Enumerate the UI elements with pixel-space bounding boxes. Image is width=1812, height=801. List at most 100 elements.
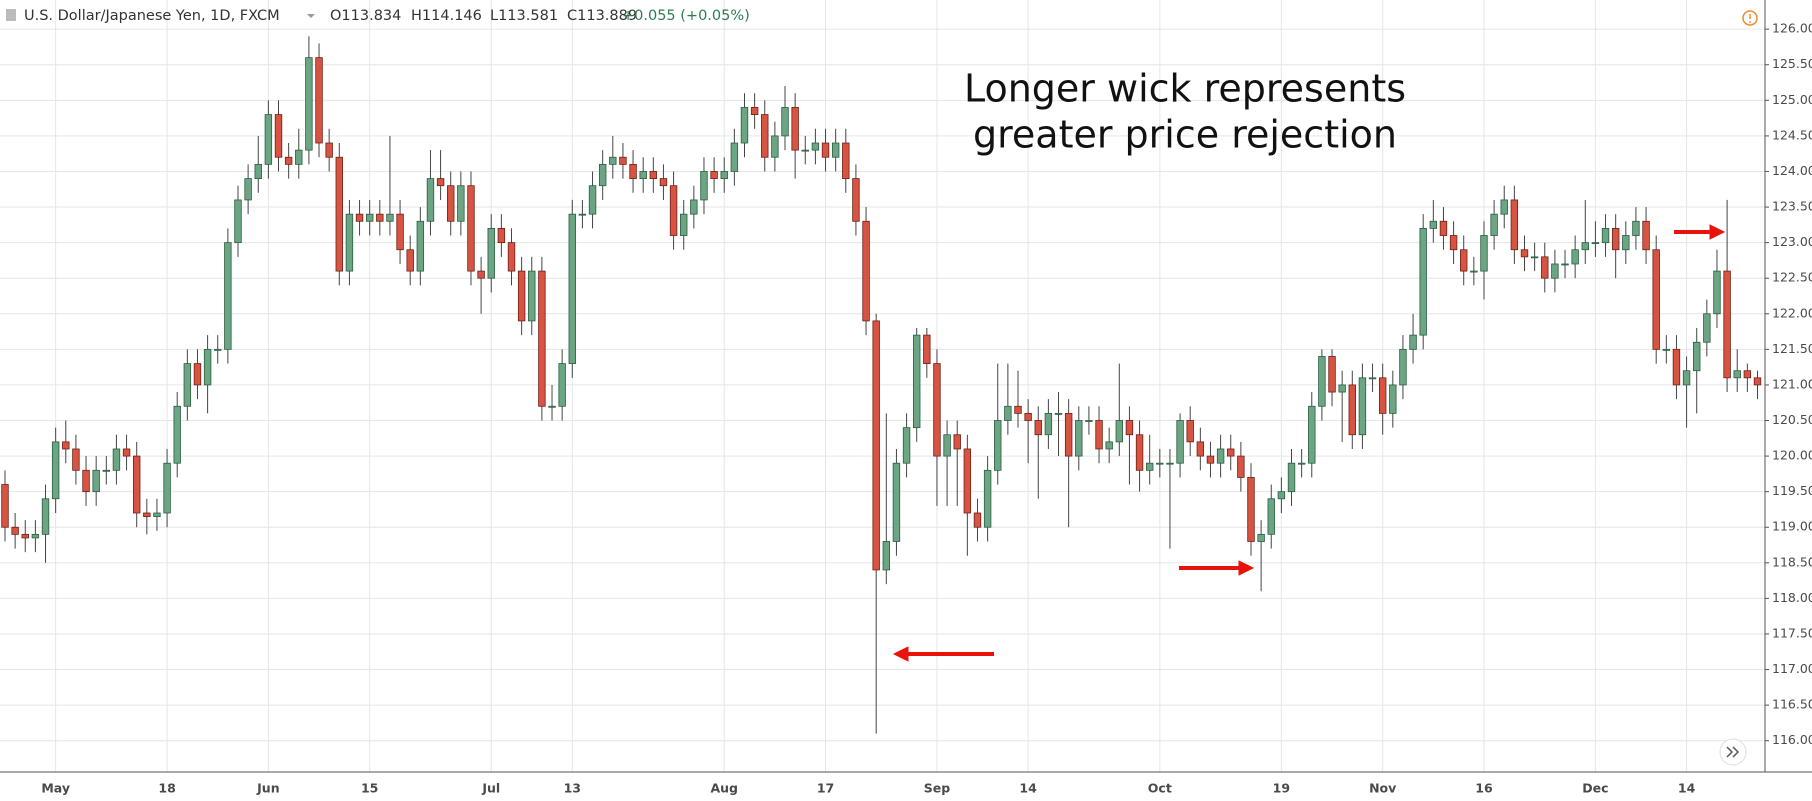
candle-body (1277, 491, 1286, 500)
x-tick-label: 15 (361, 781, 378, 796)
candle-body (1044, 412, 1053, 436)
alert-icon[interactable] (1742, 10, 1758, 26)
candle-body (913, 334, 921, 429)
candle-body (436, 178, 445, 187)
candle-body (528, 270, 536, 322)
candle-body (1328, 356, 1336, 393)
annotation: Longer wick represents (964, 67, 1406, 111)
candle-body (609, 156, 617, 165)
candle-body (963, 448, 972, 514)
candle-body (1510, 199, 1519, 251)
candle-body (214, 348, 222, 351)
candle-body (396, 213, 404, 251)
candle-body (933, 363, 941, 457)
candle-body (112, 448, 121, 471)
candle-body (457, 185, 465, 222)
candle-body (1541, 256, 1549, 279)
candle-body (295, 149, 303, 165)
candle-body (761, 114, 769, 158)
arrows (892, 224, 1726, 662)
candle-body (1551, 263, 1559, 279)
candle-body (710, 171, 718, 179)
candle-body (376, 213, 384, 222)
candle-body (1206, 455, 1215, 464)
y-tick-label: 125.500 (1772, 56, 1812, 71)
candle-body (548, 405, 556, 408)
candle-body (1632, 220, 1640, 236)
candle-body (143, 512, 151, 517)
candle-body (791, 107, 799, 151)
candle-body (892, 462, 901, 542)
candle-body (649, 171, 658, 179)
candle-body (1227, 448, 1235, 457)
candle-body (598, 163, 607, 187)
y-tick-label: 117.500 (1772, 625, 1812, 640)
candle-body (1358, 377, 1367, 436)
x-tick-label: Jun (256, 781, 279, 796)
candle-body (1, 484, 9, 528)
symbol-title: U.S. Dollar/Japanese Yen, 1D, FXCM (24, 8, 280, 24)
candle-body (1642, 220, 1650, 251)
x-tick-label: 14 (1678, 781, 1696, 796)
candle-body (325, 142, 333, 158)
close-readout: C113.889 (567, 8, 637, 24)
candle-body (1186, 420, 1194, 443)
x-tick-label: Dec (1582, 781, 1608, 796)
candle-body (669, 185, 678, 236)
candle-body (1682, 370, 1691, 386)
candle-body (1054, 412, 1063, 415)
candle-body (254, 163, 262, 179)
candle-body (1622, 235, 1630, 251)
candle-body (619, 156, 627, 165)
y-tick-label: 126.000 (1772, 21, 1812, 36)
x-tick-label: May (41, 781, 70, 796)
candle-body (1703, 313, 1711, 343)
y-tick-label: 121.500 (1772, 341, 1812, 356)
candle-body (487, 227, 495, 279)
dropdown-icon[interactable] (307, 14, 315, 18)
candle-body (1378, 377, 1387, 414)
candle-body (406, 249, 414, 272)
candle-body (538, 270, 546, 407)
candle-body (720, 171, 728, 179)
candle-body (386, 213, 394, 222)
x-tick-label: 18 (158, 781, 175, 796)
candle-body (1652, 249, 1660, 350)
candle-body (507, 242, 516, 272)
high-readout: H114.146 (411, 8, 482, 24)
candle-body (740, 107, 749, 144)
candle-body (163, 462, 171, 514)
x-tick-label: 19 (1273, 781, 1290, 796)
candle-body (31, 533, 40, 539)
y-tick-label: 122.500 (1772, 270, 1812, 285)
candle-body (852, 178, 860, 222)
candle-body (1449, 235, 1458, 251)
candle-body (781, 107, 789, 137)
y-tick-label: 124.500 (1772, 127, 1812, 142)
y-tick-label: 119.500 (1772, 483, 1812, 498)
candle-body (1105, 441, 1113, 450)
candle-body (902, 427, 911, 464)
candle-body (1591, 242, 1600, 245)
candle-body (345, 213, 354, 272)
candle-body (1196, 441, 1205, 457)
candle-body (517, 270, 526, 322)
candle-body (943, 434, 951, 457)
candle-body (1672, 348, 1681, 386)
candle-body (1733, 370, 1741, 379)
candle-body (1581, 242, 1589, 251)
candle-body (1166, 462, 1174, 465)
candle-body (315, 57, 323, 144)
candle-body (1399, 348, 1407, 386)
candle-body (588, 185, 597, 215)
candle-body (1389, 384, 1397, 414)
y-tick-label: 120.500 (1772, 412, 1812, 427)
candle-body (680, 213, 688, 236)
x-tick-label: 13 (564, 781, 581, 796)
alert-icon-dot (1749, 21, 1751, 23)
candle-body (203, 348, 212, 386)
candle-body (1287, 462, 1296, 493)
candle-body (811, 142, 820, 151)
candle-body (1014, 405, 1022, 414)
candle-body (92, 469, 100, 493)
